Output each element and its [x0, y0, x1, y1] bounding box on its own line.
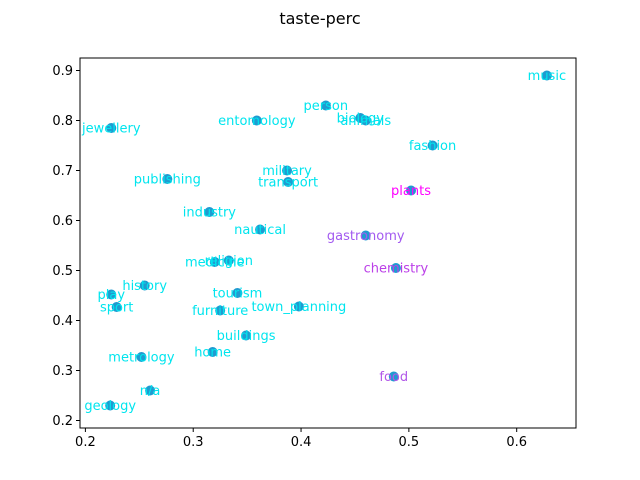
point-label: animals — [340, 114, 391, 129]
y-tick-label: 0.9 — [52, 64, 73, 79]
data-point — [215, 305, 226, 316]
point-label: food — [379, 370, 408, 385]
point-label: publishing — [134, 173, 201, 188]
y-tick-label: 0.8 — [52, 114, 73, 129]
point-label: geology — [84, 399, 136, 414]
chart-title: taste-perc — [279, 9, 360, 28]
data-point — [283, 177, 294, 187]
data-point — [106, 123, 117, 133]
x-axis: 0.2 0.3 0.4 0.5 0.6 — [75, 428, 527, 450]
data-point — [106, 289, 117, 300]
y-tick-label: 0.3 — [52, 364, 73, 379]
point-label: military — [262, 164, 312, 179]
point-label: tourism — [213, 287, 263, 302]
y-tick-label: 0.2 — [52, 414, 73, 429]
x-tick-label: 0.3 — [183, 435, 204, 450]
point-label: home — [194, 346, 231, 361]
y-tick-label: 0.6 — [52, 214, 73, 229]
plot-area-frame — [79, 57, 577, 429]
data-point — [360, 230, 371, 241]
point-label: sport — [100, 301, 133, 316]
point-label: person — [304, 99, 349, 114]
point-label: fashion — [409, 139, 456, 154]
y-tick-label: 0.4 — [52, 314, 73, 329]
data-point — [406, 185, 417, 196]
point-label: religion — [205, 254, 253, 269]
x-tick-label: 0.6 — [506, 435, 527, 450]
point-label: nautical — [234, 223, 286, 238]
y-tick-label: 0.5 — [52, 264, 73, 279]
data-point — [145, 385, 156, 396]
y-axis: 0.2 0.3 0.4 0.5 0.6 0.7 0.8 0.9 — [52, 64, 80, 429]
data-point — [241, 330, 252, 341]
point-label: history — [122, 279, 167, 294]
point-label: industry — [183, 206, 237, 221]
point-label: chemistry — [364, 262, 429, 277]
point-label: furniture — [192, 304, 248, 319]
point-label: plants — [391, 184, 431, 199]
y-tick-label: 0.7 — [52, 164, 73, 179]
x-tick-label: 0.4 — [291, 435, 312, 450]
point-label: n/a — [140, 384, 161, 399]
point-label: jewellery — [81, 122, 141, 137]
point-label: gastronomy — [327, 229, 405, 244]
point-label: metrology — [108, 351, 175, 366]
data-point — [136, 352, 147, 362]
data-points — [105, 70, 552, 411]
point-label: medicine — [185, 256, 245, 271]
data-point — [223, 255, 234, 266]
data-point — [204, 207, 215, 217]
data-point — [139, 280, 150, 291]
point-label: transport — [258, 176, 318, 191]
data-point — [282, 165, 293, 176]
point-label: play — [98, 288, 126, 303]
point-label: music — [528, 69, 566, 84]
point-label: entomology — [218, 114, 296, 129]
data-point — [207, 347, 218, 357]
data-point — [232, 288, 243, 298]
data-point — [293, 301, 304, 312]
data-point — [162, 174, 173, 184]
point-label: town_planning — [251, 300, 346, 315]
data-point — [251, 115, 262, 126]
data-point — [111, 302, 122, 312]
data-point — [255, 224, 266, 235]
data-point — [541, 70, 552, 81]
data-point — [388, 371, 399, 382]
point-label: biology — [337, 112, 385, 127]
data-point — [360, 115, 371, 126]
data-point — [390, 263, 401, 273]
data-point — [320, 100, 331, 111]
data-point — [209, 257, 220, 267]
data-point — [427, 140, 438, 151]
x-tick-label: 0.5 — [399, 435, 420, 450]
x-tick-label: 0.2 — [75, 435, 96, 450]
data-point — [105, 400, 116, 411]
point-label: buildings — [217, 329, 276, 344]
